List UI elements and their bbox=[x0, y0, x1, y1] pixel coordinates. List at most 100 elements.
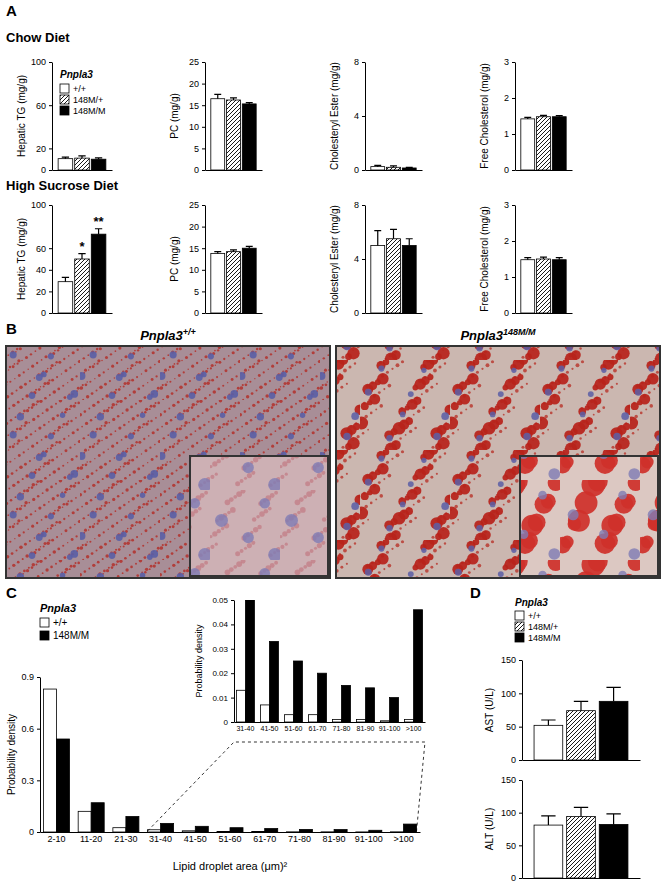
x-tick: >100 bbox=[393, 834, 413, 844]
chart-7: 0123Free Cholesterol (mg/g) bbox=[479, 200, 573, 318]
y-tick-mark bbox=[519, 845, 522, 846]
y-tick-label: 0.03 bbox=[212, 645, 228, 654]
error-bar bbox=[374, 231, 381, 246]
bar bbox=[371, 167, 385, 170]
x-tick: 71-80 bbox=[333, 725, 351, 732]
error-bar bbox=[556, 116, 563, 117]
y-tick: 40 bbox=[36, 265, 52, 275]
y-tick: 0.3 bbox=[21, 776, 40, 786]
chart-11: 050100150AST (U/L)+/+148M/+148M/MDPnpla3 bbox=[470, 584, 641, 765]
y-tick-label: 150 bbox=[501, 655, 516, 665]
y-tick: 4 bbox=[354, 254, 365, 264]
error-bar bbox=[406, 167, 413, 169]
y-axis-title: AST (U/L) bbox=[484, 688, 495, 732]
bar bbox=[269, 641, 278, 722]
y-tick-label: 4 bbox=[354, 254, 359, 264]
x-tick-label: 61-70 bbox=[253, 834, 276, 844]
x-tick-label: 11-20 bbox=[80, 834, 102, 844]
y-axis-title: Free Cholesterol (mg/g) bbox=[479, 206, 490, 312]
y-tick-label: 0.04 bbox=[212, 620, 228, 629]
y-tick: 1 bbox=[504, 272, 515, 282]
y-tick: 150 bbox=[501, 655, 522, 665]
y-axis-line bbox=[365, 63, 366, 171]
y-tick-label: 3 bbox=[504, 57, 509, 67]
y-tick-mark bbox=[519, 760, 522, 761]
x-tick: 71-80 bbox=[288, 834, 311, 844]
y-tick-label: 100 bbox=[501, 808, 516, 818]
y-tick-label: 50 bbox=[506, 722, 516, 732]
y-tick: 0.01 bbox=[212, 694, 234, 703]
bar bbox=[58, 282, 73, 313]
annotation: High Sucrose Diet bbox=[6, 178, 119, 193]
chart-5: 0510152025PC (mg/g) bbox=[169, 200, 263, 318]
y-tick-label: 0 bbox=[224, 718, 229, 727]
bar bbox=[265, 829, 278, 832]
y-tick-mark bbox=[362, 170, 365, 171]
legend-swatch bbox=[40, 618, 49, 627]
x-axis bbox=[206, 170, 263, 171]
bar bbox=[236, 690, 245, 722]
y-tick-label: 20 bbox=[189, 222, 199, 232]
bar bbox=[299, 829, 312, 832]
error-bar bbox=[390, 229, 397, 238]
y-tick: 60 bbox=[36, 101, 52, 111]
y-axis-title: Free Cholesterol (mg/g) bbox=[479, 63, 490, 169]
legend-swatch bbox=[515, 622, 524, 631]
y-tick: 0 bbox=[41, 308, 52, 318]
x-tick: 51-60 bbox=[285, 725, 303, 732]
bars bbox=[371, 165, 416, 170]
y-tick-label: 0.02 bbox=[212, 669, 228, 678]
y-tick-label: 100 bbox=[501, 689, 516, 699]
y-axis: 0510152025 bbox=[189, 57, 206, 175]
x-tick-label: 71-80 bbox=[333, 725, 351, 732]
x-tick: 41-50 bbox=[260, 725, 278, 732]
legend-label: 148M/M bbox=[53, 630, 89, 641]
y-tick-mark bbox=[49, 105, 52, 106]
error-bar bbox=[62, 157, 69, 159]
x-tick-label: 61-70 bbox=[309, 725, 327, 732]
y-tick-mark bbox=[362, 116, 365, 117]
y-tick: 0 bbox=[194, 308, 205, 318]
y-tick-mark bbox=[202, 62, 205, 63]
y-tick-label: 0.05 bbox=[212, 596, 228, 605]
x-tick-label: 41-50 bbox=[260, 725, 278, 732]
micrograph-inset bbox=[190, 456, 328, 576]
chart-0: 02060100Hepatic TG (mg/g)+/+148M/+148M/M… bbox=[6, 2, 113, 175]
y-tick: 10 bbox=[189, 122, 205, 132]
y-tick-label: 40 bbox=[36, 265, 46, 275]
y-tick-mark bbox=[49, 291, 52, 292]
error-bar bbox=[541, 720, 555, 725]
y-tick-mark bbox=[37, 677, 40, 678]
legend-label: 148M/M bbox=[528, 633, 561, 643]
x-tick-label: 81-90 bbox=[357, 725, 375, 732]
bar bbox=[537, 259, 551, 313]
y-tick-mark bbox=[202, 148, 205, 149]
bar bbox=[552, 117, 566, 170]
y-axis-line bbox=[40, 678, 41, 833]
bar bbox=[211, 253, 225, 313]
y-tick-mark bbox=[512, 205, 515, 206]
y-tick-mark bbox=[512, 277, 515, 278]
y-tick-label: 4 bbox=[354, 111, 359, 121]
x-tick-label: 91-100 bbox=[379, 725, 401, 732]
y-axis: 050100150 bbox=[501, 655, 523, 765]
y-tick: 0.04 bbox=[212, 620, 234, 629]
bar bbox=[227, 100, 241, 170]
y-tick-mark bbox=[519, 813, 522, 814]
y-tick-label: 2 bbox=[504, 93, 509, 103]
error-bar bbox=[214, 252, 221, 254]
y-tick: 20 bbox=[189, 222, 205, 232]
y-tick: 8 bbox=[354, 57, 365, 67]
y-axis-title: Probability density bbox=[6, 714, 17, 795]
y-axis-title: Hepatic TG (mg/g) bbox=[16, 75, 27, 157]
y-tick-label: 0.3 bbox=[21, 776, 34, 786]
y-axis-line bbox=[365, 206, 366, 314]
y-tick: 50 bbox=[506, 722, 522, 732]
y-axis: 0123 bbox=[504, 57, 516, 175]
y-tick: 10 bbox=[189, 265, 205, 275]
y-tick-mark bbox=[202, 205, 205, 206]
y-tick-mark bbox=[49, 248, 52, 249]
bar bbox=[260, 705, 269, 722]
y-tick-label: 3 bbox=[504, 200, 509, 210]
bar bbox=[211, 99, 225, 170]
